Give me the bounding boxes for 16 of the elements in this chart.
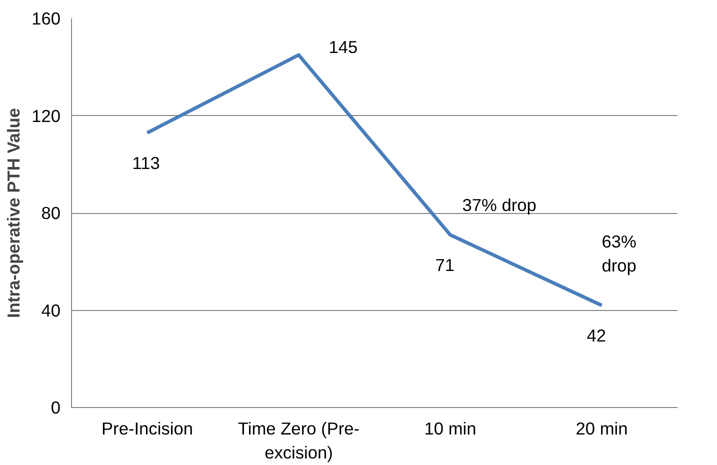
annotation: 37% drop	[462, 194, 536, 215]
y-axis-title: Intra-operative PTH Value	[4, 108, 24, 318]
y-tick-label: 160	[32, 8, 61, 28]
x-tick-label: Pre-Incision	[102, 418, 194, 438]
y-tick-label: 0	[50, 398, 61, 418]
y-tick-label: 40	[41, 300, 61, 320]
x-tick-label: 10 min	[424, 418, 476, 438]
data-label: 42	[586, 325, 606, 346]
data-label: 145	[328, 36, 358, 57]
y-tick-label: 80	[41, 203, 61, 223]
data-label: 113	[132, 152, 160, 173]
y-tick-label: 120	[32, 106, 61, 126]
x-tick-label: 20 min	[576, 418, 628, 438]
data-label: 71	[435, 254, 455, 275]
x-tick-label: Time Zero (Pre-excision)	[238, 418, 360, 462]
annotation: 63% drop	[602, 231, 636, 276]
